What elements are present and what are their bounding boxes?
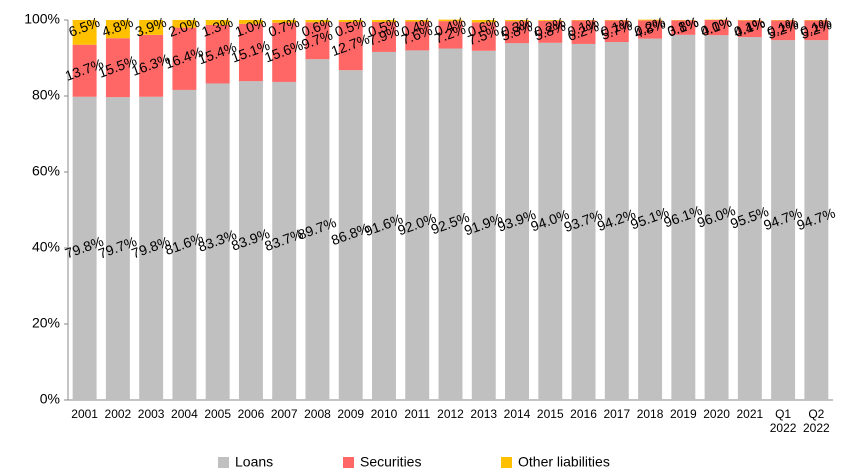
bar-segment <box>372 51 396 401</box>
x-tick-label: 2021 <box>736 407 764 421</box>
bar-segment <box>338 20 363 22</box>
x-tick-label: 2009 <box>337 407 365 421</box>
bar-segment <box>571 20 596 44</box>
bar-segment <box>105 38 130 98</box>
bar-segment <box>205 83 230 401</box>
x-tick-label: 2010 <box>370 407 398 421</box>
legend-label: Securities <box>360 454 421 470</box>
bar-segment <box>272 81 297 400</box>
bar-segment <box>505 21 529 44</box>
bar-segment <box>338 70 363 400</box>
x-tick-label: 2005 <box>204 407 232 421</box>
x-tick-label: 2008 <box>304 407 331 421</box>
bar-segment <box>638 38 663 401</box>
bar-segment <box>704 35 729 400</box>
bar-segment <box>139 34 164 97</box>
bar-segment <box>238 23 263 82</box>
legend-swatch <box>218 457 229 468</box>
bar-segment <box>771 40 796 400</box>
bar-segment <box>604 42 629 400</box>
x-tick-label: Q2 2022 <box>803 407 830 435</box>
bar-segment <box>172 89 197 401</box>
legend-label: Other liabilities <box>518 454 610 470</box>
bar-segment <box>471 50 496 400</box>
bar-segment <box>505 20 529 22</box>
bar-segment <box>604 20 629 43</box>
x-tick-label: 2018 <box>636 407 664 421</box>
bar-segment <box>538 20 563 21</box>
y-tick-label: 20% <box>32 315 60 331</box>
bar-segment <box>172 20 197 28</box>
bar-segment <box>538 20 563 43</box>
x-tick-label: Q1 2022 <box>769 407 797 435</box>
bar-segment <box>172 27 197 90</box>
bar-segment <box>505 43 529 401</box>
bar-segment <box>72 96 97 400</box>
y-tick-label: 100% <box>24 11 60 27</box>
bar-segment <box>405 21 430 51</box>
x-tick-label: 2007 <box>270 407 298 421</box>
bar-segment <box>105 97 130 400</box>
x-tick-label: 2012 <box>437 407 464 421</box>
x-tick-label: 2006 <box>237 407 265 421</box>
bar-segment <box>405 20 430 22</box>
bar-segment <box>671 34 696 400</box>
bar-segment <box>671 20 696 35</box>
bar-segment <box>105 20 130 39</box>
bar-segment <box>305 22 330 60</box>
legend-swatch <box>501 457 512 468</box>
bar-segment <box>72 20 97 45</box>
bar-segment <box>438 19 463 22</box>
legend-swatch <box>343 457 354 468</box>
x-tick-label: 2003 <box>137 407 165 421</box>
bar-segment <box>804 40 829 400</box>
x-tick-label: 2015 <box>536 407 564 421</box>
x-tick-label: 2013 <box>470 407 498 421</box>
bar-segment <box>737 20 762 38</box>
x-tick-label: 2014 <box>503 407 531 421</box>
y-tick-label: 0% <box>40 391 60 407</box>
bar-segment <box>72 44 97 97</box>
bar-segment <box>438 48 463 400</box>
y-tick-label: 80% <box>32 87 60 103</box>
bar-segment <box>538 42 563 401</box>
bar-segment <box>205 20 230 25</box>
bar-segment <box>471 20 496 23</box>
bar-segment <box>272 20 297 23</box>
bar-segment <box>438 21 463 49</box>
bar-segment <box>737 37 762 400</box>
bar-segment <box>638 19 663 21</box>
bar-segment <box>804 20 829 41</box>
bar-segment <box>238 20 263 24</box>
x-tick-label: 2020 <box>703 407 730 421</box>
bar-segment <box>305 59 330 400</box>
bar-segment <box>305 20 330 23</box>
bar-segment <box>139 20 164 35</box>
bar-segment <box>338 21 363 71</box>
bar-segment <box>471 22 496 51</box>
bar-segment <box>272 22 297 82</box>
x-tick-label: 2016 <box>570 407 597 421</box>
bar-segment <box>238 81 263 401</box>
x-tick-label: 2017 <box>603 407 631 421</box>
bar-segment <box>205 24 230 84</box>
x-tick-label: 2019 <box>669 407 697 421</box>
x-tick-label: 2004 <box>171 407 198 421</box>
bar-segment <box>405 50 430 401</box>
y-tick-label: 40% <box>32 239 60 255</box>
bar-segment <box>139 96 164 400</box>
bar-segment <box>704 20 729 36</box>
x-tick-label: 2011 <box>404 407 431 421</box>
legend-label: Loans <box>235 454 273 470</box>
bar-segment <box>372 20 396 22</box>
y-tick-label: 60% <box>32 163 60 179</box>
x-tick-label: 2001 <box>71 407 98 421</box>
bar-segment <box>638 20 663 39</box>
bar-segment <box>771 20 796 41</box>
bar-segment <box>571 43 596 400</box>
bar-segment <box>372 21 396 52</box>
x-tick-label: 2002 <box>104 407 132 421</box>
